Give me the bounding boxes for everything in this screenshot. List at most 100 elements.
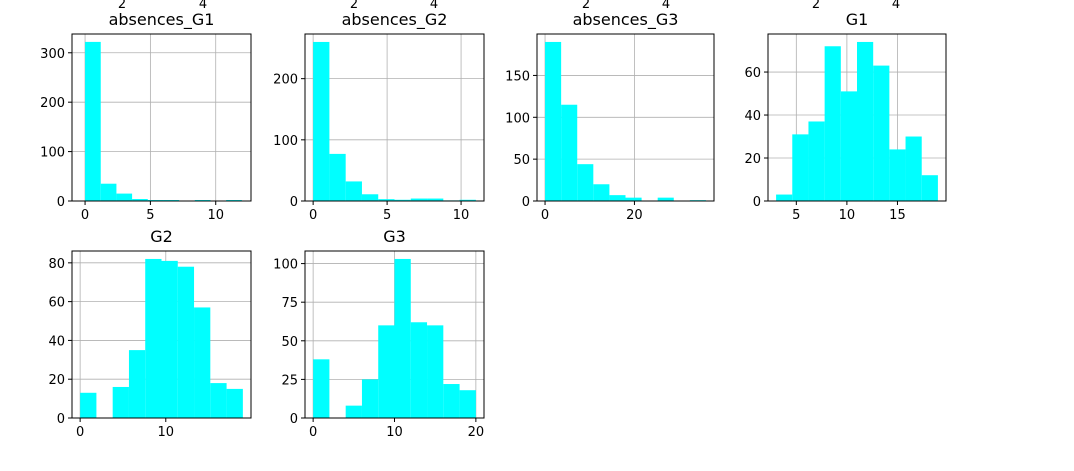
x-tick-label: 10 bbox=[207, 208, 224, 223]
y-tick-label: 60 bbox=[48, 296, 65, 311]
axes-frame bbox=[71, 33, 252, 202]
histogram-bar bbox=[443, 384, 460, 418]
histogram-bar bbox=[561, 104, 578, 201]
histogram-bar bbox=[345, 181, 362, 201]
subplot-title: G1 bbox=[846, 10, 869, 29]
x-tick-label: 5 bbox=[146, 208, 154, 223]
y-tick-label: 80 bbox=[48, 257, 65, 272]
y-tick-label: 20 bbox=[48, 373, 65, 388]
y-tick-label: 0 bbox=[522, 195, 530, 210]
histogram-bar bbox=[177, 266, 195, 418]
y-tick-label: 100 bbox=[273, 258, 298, 273]
histogram-bar bbox=[905, 136, 922, 201]
x-tick-label: 5 bbox=[792, 208, 800, 223]
histogram-bar bbox=[85, 41, 101, 201]
histogram-bar bbox=[459, 199, 476, 201]
y-tick-label: 50 bbox=[281, 335, 298, 350]
histogram-bar bbox=[545, 41, 562, 202]
x-tick-label: 20 bbox=[468, 425, 485, 440]
y-tick-label: 20 bbox=[744, 152, 761, 167]
y-tick-label: 0 bbox=[57, 195, 65, 210]
histogram-bar bbox=[100, 183, 117, 201]
histogram-bar bbox=[873, 65, 890, 201]
histogram-bar bbox=[427, 325, 444, 418]
histogram-bar bbox=[609, 195, 626, 201]
histogram-bar bbox=[145, 258, 162, 418]
histogram-bar bbox=[132, 199, 148, 201]
x-tick-label: 0 bbox=[309, 425, 317, 440]
subplot-title: absences_G2 bbox=[342, 10, 448, 30]
axes-frame bbox=[304, 33, 485, 202]
y-tick-label: 60 bbox=[744, 66, 761, 81]
histogram-bar bbox=[112, 386, 129, 418]
histogram-bar bbox=[427, 198, 444, 201]
y-tick-label: 40 bbox=[744, 109, 761, 124]
y-tick-label: 0 bbox=[290, 412, 298, 427]
clipped-tick-label: 2 bbox=[812, 0, 820, 12]
y-tick-label: 100 bbox=[273, 134, 298, 149]
y-tick-label: 40 bbox=[48, 334, 65, 349]
histogram-bar bbox=[824, 46, 841, 202]
x-tick-label: 20 bbox=[626, 208, 643, 223]
histogram-bar bbox=[313, 359, 330, 418]
x-tick-label: 0 bbox=[309, 208, 317, 223]
histogram-bar bbox=[840, 91, 857, 201]
histogram-bar bbox=[329, 153, 346, 201]
histogram-bar bbox=[210, 383, 227, 418]
axes-frame bbox=[71, 250, 252, 419]
histogram-bar bbox=[792, 134, 809, 201]
y-tick-label: 0 bbox=[57, 412, 65, 427]
y-tick-label: 200 bbox=[273, 73, 298, 88]
histogram-bar bbox=[593, 184, 610, 201]
y-tick-label: 100 bbox=[40, 146, 65, 161]
histogram-bar bbox=[313, 41, 330, 202]
histogram-bar bbox=[161, 260, 178, 418]
x-tick-label: 0 bbox=[76, 425, 84, 440]
histogram-bar bbox=[657, 197, 674, 201]
y-tick-label: 50 bbox=[513, 153, 530, 168]
y-tick-label: 75 bbox=[281, 296, 298, 311]
x-tick-label: 5 bbox=[383, 208, 391, 223]
x-tick-label: 0 bbox=[81, 208, 89, 223]
histogram-bar bbox=[776, 194, 793, 201]
x-tick-label: 10 bbox=[158, 425, 175, 440]
x-tick-label: 10 bbox=[386, 425, 403, 440]
histogram-bar bbox=[378, 199, 395, 201]
histogram-bar bbox=[116, 193, 133, 201]
histogram-bar bbox=[194, 307, 211, 418]
histogram-bar bbox=[226, 388, 243, 418]
subplot-G2: 0 10 0 20 40 60 80 G2 bbox=[48, 227, 252, 440]
histogram-bar bbox=[361, 379, 379, 418]
histogram-bar bbox=[80, 392, 97, 418]
clipped-tick-label: 4 bbox=[199, 0, 207, 12]
y-tick-label: 0 bbox=[753, 195, 761, 210]
subplot-title: absences_G1 bbox=[109, 10, 215, 30]
clipped-tick-label: 2 bbox=[582, 0, 590, 12]
histogram-bar bbox=[394, 258, 411, 418]
histogram-bar bbox=[128, 350, 146, 418]
histogram-bar bbox=[921, 175, 938, 201]
histogram-bar bbox=[345, 405, 362, 418]
y-tick-label: 200 bbox=[40, 96, 65, 111]
y-tick-label: 0 bbox=[290, 195, 298, 210]
histogram-bar bbox=[361, 194, 379, 201]
x-tick-label: 0 bbox=[541, 208, 549, 223]
x-tick-label: 15 bbox=[889, 208, 906, 223]
x-tick-label: 10 bbox=[839, 208, 856, 223]
y-tick-label: 300 bbox=[40, 47, 65, 62]
y-tick-label: 100 bbox=[505, 111, 530, 126]
histogram-bar bbox=[577, 164, 594, 201]
clipped-tick-label: 2 bbox=[118, 0, 126, 12]
clipped-tick-label: 4 bbox=[430, 0, 438, 12]
subplot-G1: 5 10 15 0 20 40 60 G1 bbox=[744, 10, 947, 223]
clipped-tick-label: 2 bbox=[350, 0, 358, 12]
histogram-bar bbox=[459, 390, 476, 418]
histogram-bar bbox=[394, 199, 411, 201]
subplot-title: absences_G3 bbox=[573, 10, 679, 30]
axes-frame bbox=[767, 33, 947, 202]
histogram-bar bbox=[625, 197, 642, 201]
y-tick-label: 150 bbox=[505, 69, 530, 84]
histogram-bar bbox=[378, 325, 395, 418]
